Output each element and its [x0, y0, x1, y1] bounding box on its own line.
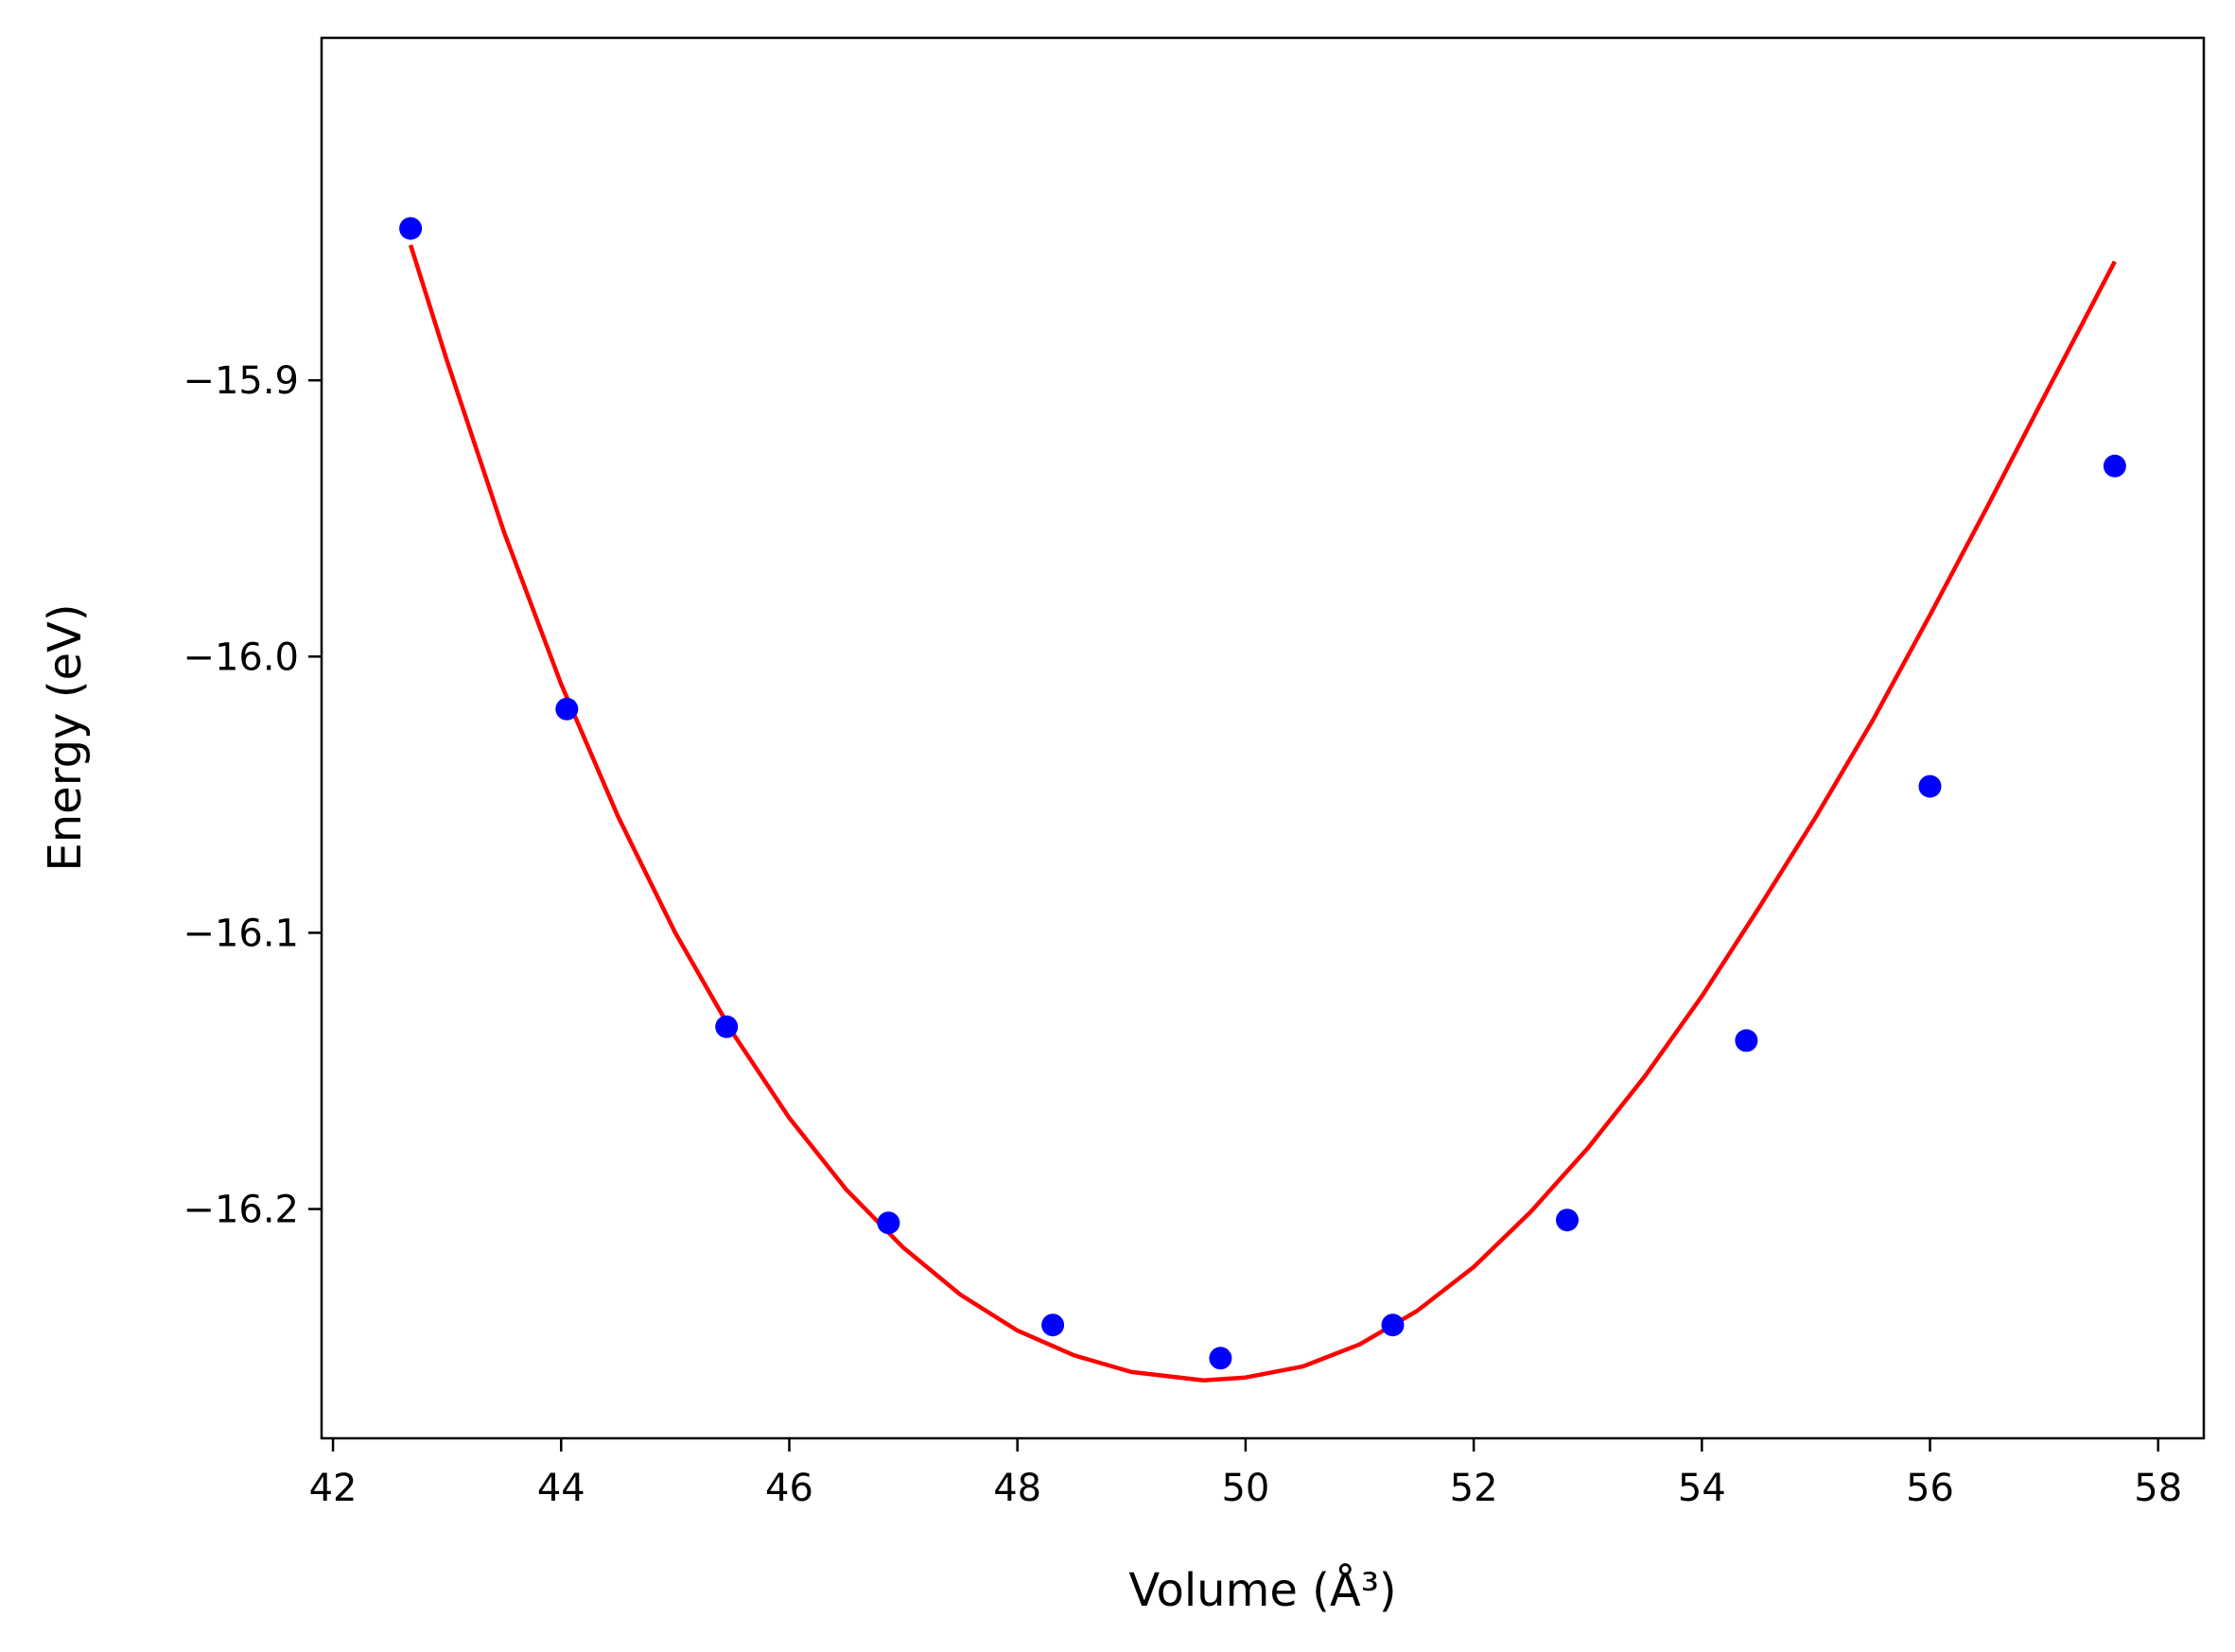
y-tick-label: −15.9 — [183, 359, 299, 403]
data-point — [1918, 774, 1942, 798]
x-tick-label: 44 — [537, 1467, 585, 1510]
x-tick-label: 56 — [1906, 1467, 1954, 1510]
data-point — [1209, 1347, 1232, 1370]
data-point — [715, 1015, 739, 1038]
y-axis-ticks: −15.9 −16.0 −16.1 −16.2 — [183, 359, 322, 1232]
data-point — [877, 1211, 900, 1235]
data-point — [1041, 1313, 1065, 1337]
x-tick-label: 50 — [1221, 1467, 1269, 1510]
axes-frame — [320, 36, 2206, 1440]
x-axis-ticks: 42 44 46 48 50 52 54 56 58 — [309, 1438, 2182, 1510]
y-tick-label: −16.2 — [183, 1189, 299, 1232]
x-tick-label: 42 — [309, 1467, 358, 1510]
y-axis-label: Energy (eV) — [39, 603, 92, 871]
x-tick-label: 54 — [1678, 1467, 1726, 1510]
y-tick-label: −16.0 — [183, 635, 299, 679]
x-tick-label: 48 — [993, 1467, 1041, 1510]
fit-curve — [408, 244, 2117, 1382]
data-point — [1735, 1029, 1758, 1052]
y-tick-label: −16.1 — [183, 912, 299, 955]
x-tick-label: 46 — [765, 1467, 813, 1510]
plot-layer — [399, 217, 2126, 1382]
data-point — [2103, 454, 2126, 478]
data-point — [1556, 1209, 1579, 1232]
x-tick-label: 52 — [1450, 1467, 1498, 1510]
data-point — [555, 697, 579, 721]
data-point — [399, 217, 423, 240]
x-axis-label: Volume (Å³) — [1128, 1563, 1396, 1617]
x-tick-label: 58 — [2134, 1467, 2182, 1510]
data-point — [1381, 1313, 1405, 1337]
